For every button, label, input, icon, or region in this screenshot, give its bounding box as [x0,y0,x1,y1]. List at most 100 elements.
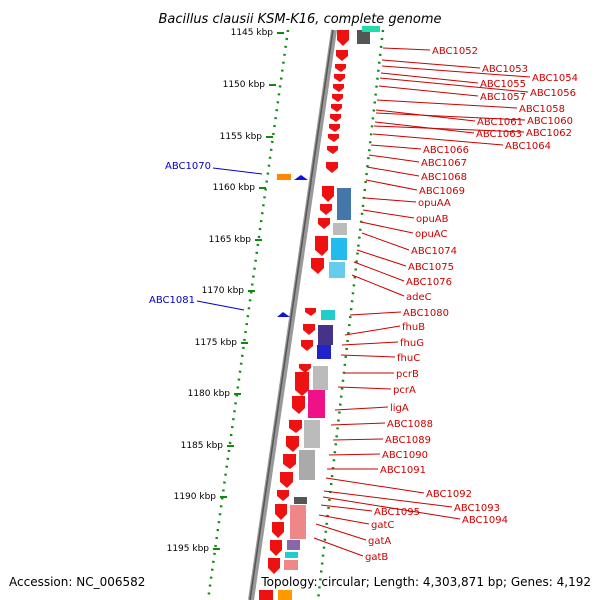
gene-label[interactable]: ABC1075 [408,262,454,273]
gene-label[interactable]: ABC1066 [423,145,469,156]
gene-label[interactable]: ABC1080 [403,308,449,319]
gene-label[interactable]: ABC1062 [526,128,572,139]
gene-label[interactable]: ABC1069 [419,186,465,197]
scale-label: 1180 kbp [188,389,231,399]
gene-label[interactable]: pcrA [393,385,416,396]
gene-arrow [315,236,328,256]
marker-triangle [294,175,308,180]
scale-label: 1150 kbp [223,80,266,90]
gene-label[interactable]: ABC1092 [426,489,472,500]
gene-label[interactable]: ABC1063 [476,129,522,140]
gene-arrow [337,30,349,46]
gene-label[interactable]: fhuC [397,353,420,364]
feature-track [259,26,380,600]
gene-label[interactable]: fhuB [402,322,425,333]
gene-label[interactable]: adeC [406,292,432,303]
gene-label[interactable]: ABC1090 [382,450,428,461]
gene-label[interactable]: ABC1064 [505,141,551,152]
gene-label[interactable]: ABC1074 [411,246,457,257]
gene-label[interactable]: ABC1093 [454,503,500,514]
gene-label[interactable]: ABC1057 [480,92,526,103]
gene-arrow [289,420,302,433]
gene-label[interactable]: ABC1067 [421,158,467,169]
feature-block [287,540,300,550]
feature-block [290,505,306,539]
genome-backbone [248,29,337,600]
gene-label[interactable]: pcrB [396,369,419,380]
feature-block [313,366,328,390]
gene-label[interactable]: gatC [371,520,394,531]
feature-block [357,30,370,44]
feature-block [304,420,320,448]
gene-arrow [331,104,342,112]
feature-block [299,450,315,480]
gene-label[interactable]: ABC1089 [385,435,431,446]
gene-label[interactable]: ABC1053 [482,64,528,75]
feature-block [259,590,273,600]
feature-block [318,325,333,345]
scale-label: 1185 kbp [181,441,224,451]
feature-block [285,552,298,558]
gene-label[interactable]: ABC1055 [480,79,526,90]
gene-arrow [305,308,316,316]
feature-block [333,223,347,235]
feature-block [337,188,351,220]
gene-arrow [330,114,341,122]
scale-label: 1160 kbp [213,183,256,193]
feature-block [362,26,380,32]
gene-label[interactable]: gatB [365,552,388,563]
label-leaders-left [196,167,263,311]
gene-arrow [335,64,346,72]
gene-label[interactable]: ABC1058 [519,104,565,115]
gene-label[interactable]: ABC1076 [406,277,452,288]
gene-arrow [326,162,338,173]
gene-arrow [292,396,305,414]
gene-label[interactable]: opuAB [416,214,449,225]
scale-label: 1145 kbp [231,28,274,38]
gene-label[interactable]: gatA [368,536,391,547]
gene-arrow [328,134,339,142]
gene-arrow [299,364,311,373]
gene-label[interactable]: ABC1060 [527,116,573,127]
scale-label: 1195 kbp [167,544,210,554]
gene-label[interactable]: ABC1091 [380,465,426,476]
gene-label-left[interactable]: ABC1070 [165,161,211,172]
gene-label[interactable]: ABC1095 [374,507,420,518]
gene-label[interactable]: ligA [390,403,409,414]
gene-label[interactable]: ABC1061 [477,117,523,128]
gene-arrow [295,372,309,396]
gene-arrow [329,124,340,132]
gene-arrow [301,340,313,351]
gene-label[interactable]: opuAA [418,198,451,209]
gene-label[interactable]: opuAC [415,229,447,240]
gene-label[interactable]: ABC1094 [462,515,508,526]
label-leaders-right [313,47,531,557]
gene-label[interactable]: ABC1054 [532,73,578,84]
gene-label[interactable]: ABC1088 [387,419,433,430]
gene-arrow [336,50,348,61]
gene-arrow [268,558,280,574]
gene-arrow [280,472,293,488]
genome-title: Bacillus clausii KSM-K16, complete genom… [158,12,441,27]
gene-arrow [327,146,338,154]
gene-label-left[interactable]: ABC1081 [149,295,195,306]
scale-label: 1165 kbp [209,235,252,245]
gene-label[interactable]: ABC1068 [421,172,467,183]
gene-labels-left: ABC1070 ABC1081 [149,161,211,306]
feature-block [331,238,347,260]
gene-arrow [333,84,344,92]
topology-text: Topology: circular; Length: 4,303,871 bp… [260,575,591,589]
scale-label: 1155 kbp [220,132,263,142]
gene-label[interactable]: ABC1056 [530,88,576,99]
gene-label[interactable]: fhuG [400,338,424,349]
marker-triangle [277,312,290,317]
feature-block [317,345,331,359]
feature-block [329,262,345,278]
gene-arrow [286,436,299,452]
feature-block [284,560,298,570]
gene-label[interactable]: ABC1052 [432,46,478,57]
gene-arrow [320,204,332,215]
scale-label: 1190 kbp [174,492,217,502]
